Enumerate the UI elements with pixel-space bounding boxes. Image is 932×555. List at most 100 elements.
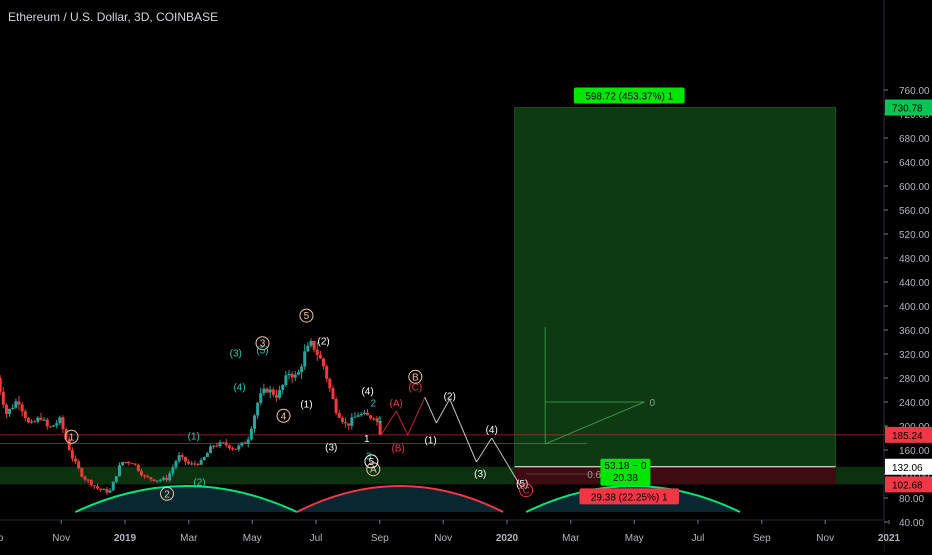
time-tick-label: Nov (434, 533, 452, 544)
time-tick-label: Jul (692, 533, 705, 544)
candle-body (347, 423, 351, 426)
candle (234, 448, 238, 450)
candle (180, 453, 184, 460)
candle-body (318, 354, 322, 359)
candle (293, 371, 297, 382)
candle (262, 383, 266, 396)
wave-label-circle (408, 369, 423, 384)
candle-body (293, 374, 297, 378)
candle-body (221, 442, 225, 444)
candle (30, 419, 34, 424)
candle (337, 409, 341, 419)
wave-label-text: (5) (256, 345, 268, 356)
stop-label-bg (579, 488, 680, 505)
candle (328, 377, 332, 392)
candle-body (284, 375, 288, 385)
candle (372, 416, 376, 422)
candle-body (325, 366, 329, 379)
candle (1, 386, 5, 409)
wave-label: 5 (364, 454, 379, 469)
time-tick-label: 2019 (114, 533, 137, 544)
candle-body (152, 479, 156, 482)
candle (256, 401, 260, 420)
cycle-arc (296, 485, 504, 513)
stop-label-text: 29.38 (22.25%) 1 (591, 492, 668, 503)
wave-label-circle (366, 462, 381, 477)
wave-label: (4) (486, 425, 498, 436)
candle (187, 459, 191, 465)
wave-label-circle (160, 486, 175, 501)
candle-body (70, 450, 74, 459)
candle-body (133, 463, 137, 465)
time-tick-label: Jul (310, 533, 323, 544)
candle-body (80, 468, 84, 477)
candle-body (274, 394, 278, 398)
price-axis-marker-bg (885, 458, 932, 475)
candle (369, 414, 373, 420)
candle (36, 415, 40, 424)
candle (74, 455, 78, 465)
price-tick-label: 160.00 (899, 446, 930, 457)
candle-body (0, 378, 2, 392)
candle (215, 442, 219, 448)
wave-label-text: (1) (300, 399, 312, 410)
candle (152, 479, 156, 482)
candle-body (124, 462, 128, 464)
candle (271, 387, 275, 397)
wave-label-text: (4) (233, 383, 245, 394)
candle-body (89, 480, 93, 486)
time-tick-label: ep (0, 533, 4, 544)
candle-body (39, 417, 43, 420)
candle-body (86, 479, 90, 481)
trend-tool-diagonal (545, 401, 645, 445)
price-tick-label: 80.00 (899, 494, 924, 505)
candle-body (193, 463, 197, 465)
price-tick-label: 240.00 (899, 398, 930, 409)
candle-body (271, 389, 275, 395)
wave-label-text: 1 (69, 432, 75, 443)
wave-projection-segment (491, 437, 523, 490)
candle-body (372, 418, 376, 420)
stop-label: 29.38 (22.25%) 1 (579, 488, 680, 505)
price-axis-marker-text: 102.68 (892, 480, 923, 491)
wave-projection-segment (407, 396, 426, 436)
candle-body (353, 416, 357, 418)
time-tick-label: 2020 (496, 533, 519, 544)
candle-body (322, 358, 326, 367)
wave-label-circle (364, 454, 379, 469)
candles-layer (0, 338, 382, 495)
wave-label: (3) (230, 348, 242, 359)
candle-body (278, 389, 282, 398)
candle (350, 413, 354, 430)
wave-label: (1) (300, 399, 312, 410)
wave-label: 2 (160, 486, 175, 501)
target-label: 598.72 (453.37%) 1 (573, 87, 685, 104)
candle (284, 371, 288, 388)
candle (243, 440, 247, 445)
wave-label: A (366, 462, 381, 477)
wave-label-text: (B) (391, 444, 404, 455)
candle (325, 364, 329, 383)
candle-body (378, 420, 382, 435)
candle-body (111, 481, 115, 491)
candle-body (366, 412, 370, 416)
candle (218, 439, 222, 448)
candle (48, 425, 52, 428)
candle-body (8, 408, 12, 415)
wave-label-text: B (412, 372, 419, 383)
price-tick-label: 480.00 (899, 254, 930, 265)
candle (14, 398, 18, 409)
candle-body (48, 426, 52, 428)
candle-body (312, 340, 316, 350)
wave-projection-segment (424, 396, 437, 424)
candle (375, 415, 379, 426)
candle (359, 412, 363, 417)
candle (127, 461, 131, 466)
wave-label: (3) (474, 469, 486, 480)
candle (268, 385, 272, 399)
zones-layer (0, 107, 884, 485)
wave-projection-segment (380, 410, 397, 436)
candle (80, 467, 84, 478)
